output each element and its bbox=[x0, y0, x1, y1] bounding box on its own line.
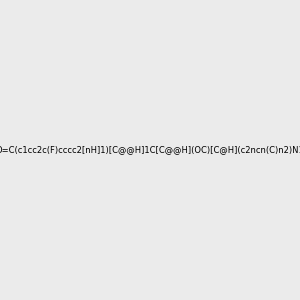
Text: O=C(c1cc2c(F)cccc2[nH]1)[C@@H]1C[C@@H](OC)[C@H](c2ncn(C)n2)N1: O=C(c1cc2c(F)cccc2[nH]1)[C@@H]1C[C@@H](O… bbox=[0, 146, 300, 154]
